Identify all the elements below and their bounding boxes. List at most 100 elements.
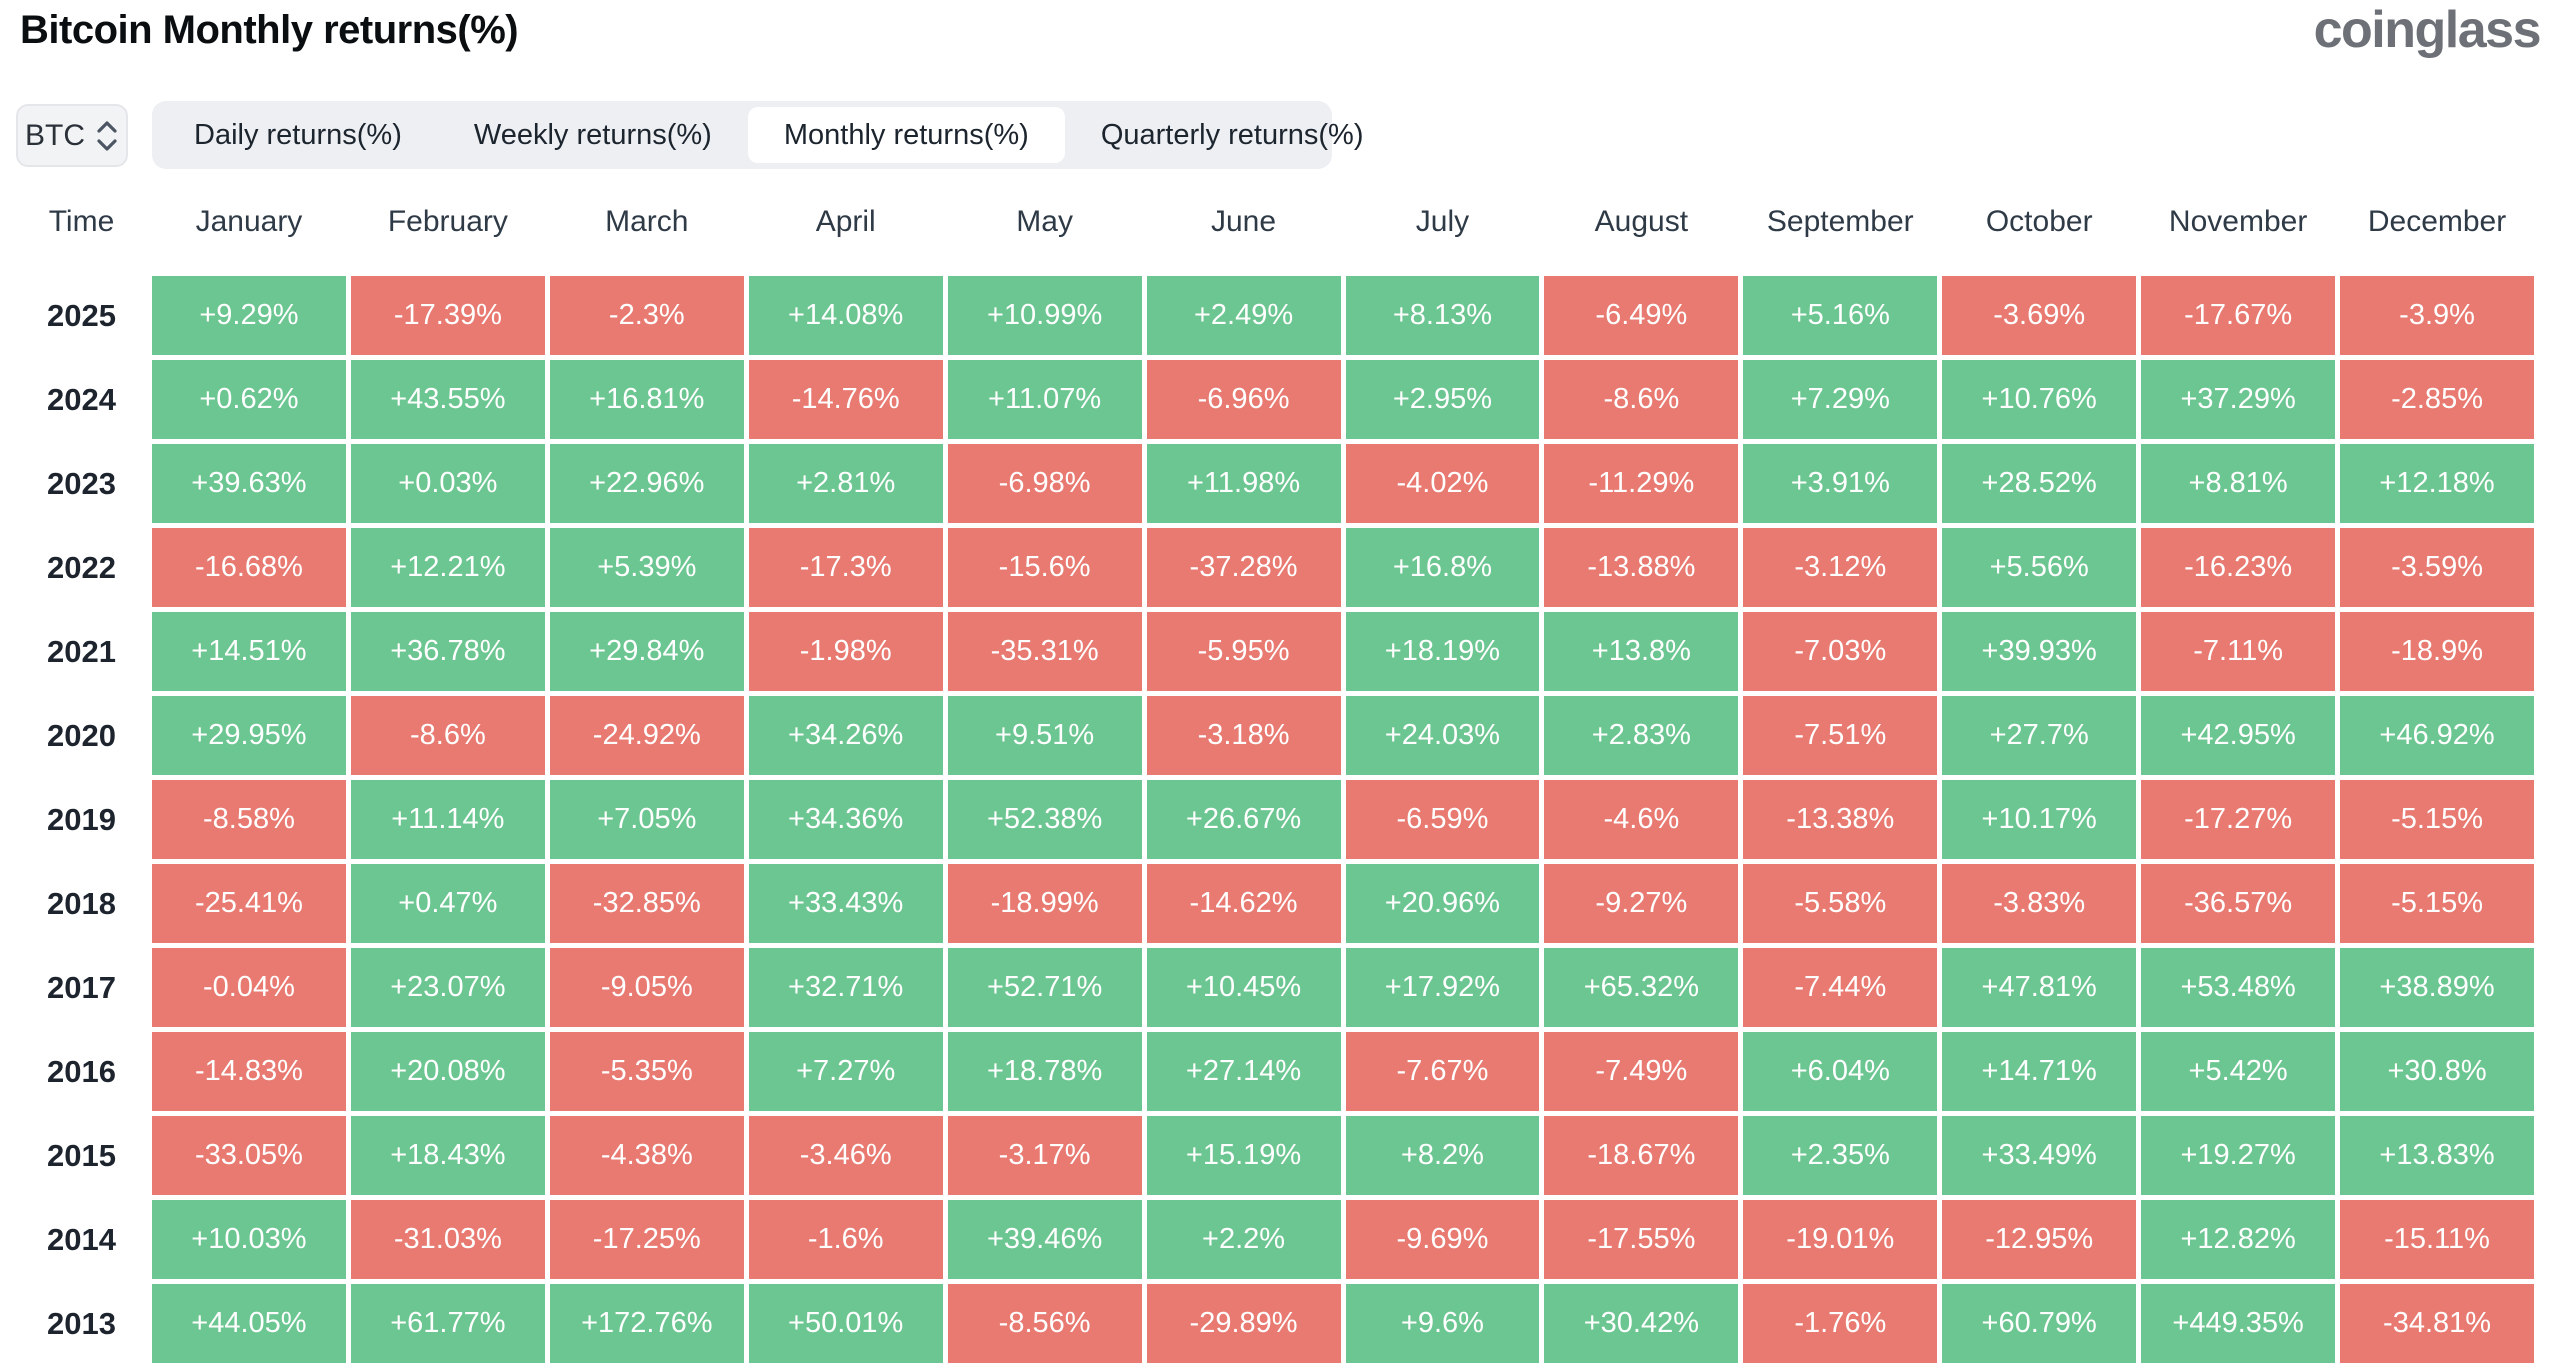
coinglass-logo: coinglass	[2313, 1, 2542, 59]
cell-2016-june: +27.14%	[1146, 1032, 1341, 1111]
cell-2017-september: -7.44%	[1743, 948, 1938, 1027]
returns-table: Time January February March April May June July…	[16, 192, 2534, 1363]
cell-2018-march: -32.85%	[549, 864, 744, 943]
cell-2024-april: -14.76%	[748, 360, 943, 439]
cell-2024-june: -6.96%	[1146, 360, 1341, 439]
cell-2019-december: -5.15%	[2340, 780, 2534, 859]
cell-2015-october: +33.49%	[1942, 1116, 2137, 1195]
cell-2025-october: -3.69%	[1942, 276, 2137, 355]
cell-2022-june: -37.28%	[1146, 528, 1341, 607]
cell-2018-november: -36.57%	[2141, 864, 2336, 943]
cell-2017-march: -9.05%	[549, 948, 744, 1027]
cell-2024-november: +37.29%	[2141, 360, 2336, 439]
cell-2014-march: -17.25%	[549, 1200, 744, 1279]
cell-2021-november: -7.11%	[2141, 612, 2336, 691]
cell-2024-august: -8.6%	[1544, 360, 1739, 439]
cell-2013-april: +50.01%	[748, 1284, 943, 1363]
row-year-2023: 2023	[16, 444, 147, 523]
cell-2016-march: -5.35%	[549, 1032, 744, 1111]
tab-quarterly-returns[interactable]: Quarterly returns(%)	[1065, 107, 1400, 163]
cell-2017-december: +38.89%	[2340, 948, 2534, 1027]
cell-2014-august: -17.55%	[1544, 1200, 1739, 1279]
cell-2015-july: +8.2%	[1345, 1116, 1540, 1195]
cell-2025-may: +10.99%	[947, 276, 1142, 355]
cell-2018-february: +0.47%	[350, 864, 545, 943]
cell-2025-june: +2.49%	[1146, 276, 1341, 355]
cell-2024-january: +0.62%	[152, 360, 346, 439]
cell-2019-february: +11.14%	[350, 780, 545, 859]
cell-2021-october: +39.93%	[1942, 612, 2137, 691]
cell-2022-march: +5.39%	[549, 528, 744, 607]
cell-2015-january: -33.05%	[152, 1116, 346, 1195]
tab-daily-returns[interactable]: Daily returns(%)	[158, 107, 438, 163]
cell-2016-may: +18.78%	[947, 1032, 1142, 1111]
cell-2016-august: -7.49%	[1544, 1032, 1739, 1111]
cell-2024-march: +16.81%	[549, 360, 744, 439]
cell-2018-october: -3.83%	[1942, 864, 2137, 943]
cell-2022-august: -13.88%	[1544, 528, 1739, 607]
cell-2020-november: +42.95%	[2141, 696, 2336, 775]
cell-2022-july: +16.8%	[1345, 528, 1540, 607]
cell-2022-february: +12.21%	[350, 528, 545, 607]
page-title: Bitcoin Monthly returns(%)	[20, 8, 519, 52]
column-header-april: April	[748, 192, 943, 252]
cell-2025-february: -17.39%	[350, 276, 545, 355]
cell-2021-june: -5.95%	[1146, 612, 1341, 691]
cell-2017-february: +23.07%	[350, 948, 545, 1027]
column-header-july: July	[1345, 192, 1540, 252]
cell-2013-august: +30.42%	[1544, 1284, 1739, 1363]
symbol-selector[interactable]: BTC	[16, 104, 128, 167]
cell-2022-december: -3.59%	[2340, 528, 2534, 607]
cell-2020-july: +24.03%	[1345, 696, 1540, 775]
cell-2019-april: +34.36%	[748, 780, 943, 859]
cell-2014-january: +10.03%	[152, 1200, 346, 1279]
column-header-february: February	[350, 192, 545, 252]
cell-2023-january: +39.63%	[152, 444, 346, 523]
cell-2020-february: -8.6%	[350, 696, 545, 775]
tab-weekly-returns[interactable]: Weekly returns(%)	[438, 107, 748, 163]
cell-2024-july: +2.95%	[1345, 360, 1540, 439]
cell-2023-may: -6.98%	[947, 444, 1142, 523]
cell-2017-october: +47.81%	[1942, 948, 2137, 1027]
row-year-2015: 2015	[16, 1116, 147, 1195]
cell-2022-october: +5.56%	[1942, 528, 2137, 607]
cell-2019-july: -6.59%	[1345, 780, 1540, 859]
cell-2020-december: +46.92%	[2340, 696, 2534, 775]
cell-2021-april: -1.98%	[748, 612, 943, 691]
cell-2019-october: +10.17%	[1942, 780, 2137, 859]
cell-2016-november: +5.42%	[2141, 1032, 2336, 1111]
cell-2019-march: +7.05%	[549, 780, 744, 859]
row-year-2019: 2019	[16, 780, 147, 859]
cell-2019-november: -17.27%	[2141, 780, 2336, 859]
row-year-2021: 2021	[16, 612, 147, 691]
row-year-2014: 2014	[16, 1200, 147, 1279]
cell-2022-january: -16.68%	[152, 528, 346, 607]
column-header-august: August	[1544, 192, 1739, 252]
cell-2015-may: -3.17%	[947, 1116, 1142, 1195]
cell-2024-september: +7.29%	[1743, 360, 1938, 439]
cell-2014-june: +2.2%	[1146, 1200, 1341, 1279]
cell-2023-march: +22.96%	[549, 444, 744, 523]
cell-2013-october: +60.79%	[1942, 1284, 2137, 1363]
cell-2016-september: +6.04%	[1743, 1032, 1938, 1111]
cell-2013-june: -29.89%	[1146, 1284, 1341, 1363]
cell-2024-october: +10.76%	[1942, 360, 2137, 439]
cell-2024-february: +43.55%	[350, 360, 545, 439]
cell-2020-august: +2.83%	[1544, 696, 1739, 775]
cell-2014-may: +39.46%	[947, 1200, 1142, 1279]
row-year-2025: 2025	[16, 276, 147, 355]
cell-2020-may: +9.51%	[947, 696, 1142, 775]
column-header-june: June	[1146, 192, 1341, 252]
cell-2015-december: +13.83%	[2340, 1116, 2534, 1195]
tab-monthly-returns[interactable]: Monthly returns(%)	[747, 107, 1065, 163]
cell-2020-january: +29.95%	[152, 696, 346, 775]
cell-2013-may: -8.56%	[947, 1284, 1142, 1363]
cell-2023-august: -11.29%	[1544, 444, 1739, 523]
cell-2022-november: -16.23%	[2141, 528, 2336, 607]
cell-2020-june: -3.18%	[1146, 696, 1341, 775]
cell-2016-december: +30.8%	[2340, 1032, 2534, 1111]
cell-2021-february: +36.78%	[350, 612, 545, 691]
cell-2019-august: -4.6%	[1544, 780, 1739, 859]
cell-2017-november: +53.48%	[2141, 948, 2336, 1027]
cell-2015-april: -3.46%	[748, 1116, 943, 1195]
